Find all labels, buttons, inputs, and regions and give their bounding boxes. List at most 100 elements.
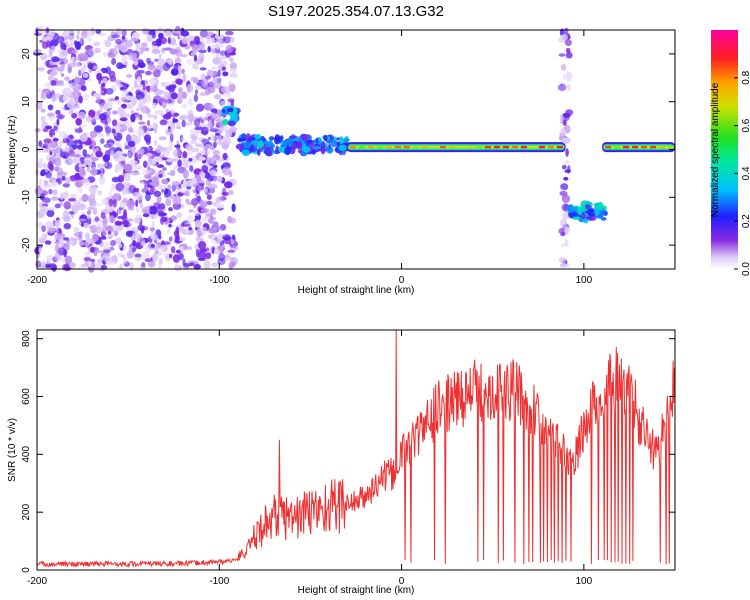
heatmap-cell xyxy=(150,86,159,92)
heatmap-cell xyxy=(562,113,571,118)
heatmap-cell xyxy=(93,93,102,98)
heatmap-cell xyxy=(185,143,193,151)
heatmap-cell xyxy=(109,150,115,156)
heatmap-cell xyxy=(41,260,46,270)
heatmap-cell xyxy=(214,94,222,100)
heatmap-cell xyxy=(68,108,74,115)
heatmap-cell xyxy=(211,66,217,70)
carrier-segment xyxy=(367,145,374,149)
carrier-segment xyxy=(668,145,675,149)
heatmap-cell xyxy=(176,249,181,254)
heatmap-cell xyxy=(121,199,129,203)
heatmap-cell xyxy=(41,225,46,233)
heatmap-cell xyxy=(297,141,303,150)
heatmap-cell xyxy=(562,212,571,220)
heatmap-cell xyxy=(35,221,44,229)
heatmap-cell xyxy=(214,33,224,40)
heatmap-cell xyxy=(328,143,332,149)
heatmap-cell xyxy=(222,234,232,241)
heatmap-cell xyxy=(208,102,213,111)
heatmap-cell xyxy=(78,95,83,104)
heatmap-cell xyxy=(108,189,113,199)
heatmap-cell xyxy=(110,215,115,224)
heatmap-cell xyxy=(110,183,116,192)
heatmap-cell xyxy=(217,77,222,84)
heatmap-cell xyxy=(47,54,53,59)
heatmap-cell xyxy=(35,260,42,268)
heatmap-cell xyxy=(566,47,571,54)
heatmap-cell xyxy=(564,159,570,165)
heatmap-cell xyxy=(123,246,127,250)
heatmap-cell xyxy=(161,217,168,222)
heatmap-cell xyxy=(55,109,61,115)
heatmap-cell xyxy=(166,120,174,126)
heatmap-cell xyxy=(117,45,127,51)
heatmap-cell xyxy=(200,73,206,81)
heatmap-cell xyxy=(107,53,116,58)
heatmap-cell xyxy=(47,104,54,111)
carrier-segment xyxy=(403,145,410,149)
heatmap-cell xyxy=(59,140,63,147)
heatmap-cell xyxy=(124,120,133,129)
y-tick-label: 0 xyxy=(21,146,32,152)
heatmap-cell xyxy=(215,239,222,244)
heatmap-cell xyxy=(212,149,221,156)
heatmap-cell xyxy=(219,50,226,56)
heatmap-cell xyxy=(231,261,236,268)
heatmap-cell xyxy=(190,44,199,49)
heatmap-cell xyxy=(181,119,186,128)
heatmap-cell xyxy=(80,67,84,75)
heatmap-cell xyxy=(209,70,218,77)
carrier-segment xyxy=(659,145,666,149)
heatmap-cell xyxy=(142,160,148,168)
heatmap-cell xyxy=(157,96,167,103)
heatmap-cell xyxy=(63,201,71,210)
heatmap-cell xyxy=(95,150,103,158)
heatmap-cell xyxy=(561,34,566,39)
heatmap-cell xyxy=(188,179,192,184)
heatmap-cell xyxy=(197,184,202,193)
heatmap-cell xyxy=(56,118,60,126)
heatmap-cell xyxy=(182,223,191,227)
heatmap-cell xyxy=(222,71,229,77)
heatmap-cell xyxy=(50,196,60,201)
heatmap-cell xyxy=(193,118,201,127)
heatmap-cell xyxy=(557,83,567,91)
heatmap-cell xyxy=(65,240,74,244)
heatmap-cell xyxy=(41,233,48,239)
heatmap-cell xyxy=(162,62,171,72)
heatmap-cell xyxy=(210,48,216,54)
heatmap-cell xyxy=(51,93,56,103)
heatmap-cell xyxy=(71,49,78,55)
heatmap-cell xyxy=(141,99,148,104)
heatmap-cell xyxy=(171,158,177,162)
x-tick-label: -200 xyxy=(27,275,47,286)
heatmap-cell xyxy=(168,207,173,212)
heatmap-cell xyxy=(196,175,202,184)
heatmap-cell xyxy=(140,105,150,114)
heatmap-cell xyxy=(107,116,111,124)
heatmap-cell xyxy=(45,40,51,48)
heatmap-cell xyxy=(114,166,120,173)
heatmap-cell xyxy=(181,36,189,45)
heatmap-cell xyxy=(108,198,114,207)
heatmap-cell xyxy=(181,104,188,109)
heatmap-cell xyxy=(229,112,239,119)
carrier-segment xyxy=(538,145,545,149)
heatmap-cell xyxy=(287,138,294,148)
heatmap-cell xyxy=(82,149,87,157)
heatmap-cell xyxy=(101,254,108,259)
heatmap-cell xyxy=(161,189,165,193)
heatmap-cell xyxy=(112,132,118,137)
heatmap-cell xyxy=(158,53,162,59)
heatmap-cell xyxy=(81,52,85,58)
heatmap-cell xyxy=(173,63,179,72)
heatmap-cell xyxy=(114,126,120,132)
heatmap-cell xyxy=(168,236,173,242)
carrier-segment xyxy=(457,145,464,149)
carrier-segment xyxy=(529,145,536,149)
heatmap-cell xyxy=(172,196,182,205)
heatmap-cell xyxy=(63,249,67,258)
heatmap-cell xyxy=(188,97,193,107)
heatmap-cell xyxy=(61,151,70,158)
